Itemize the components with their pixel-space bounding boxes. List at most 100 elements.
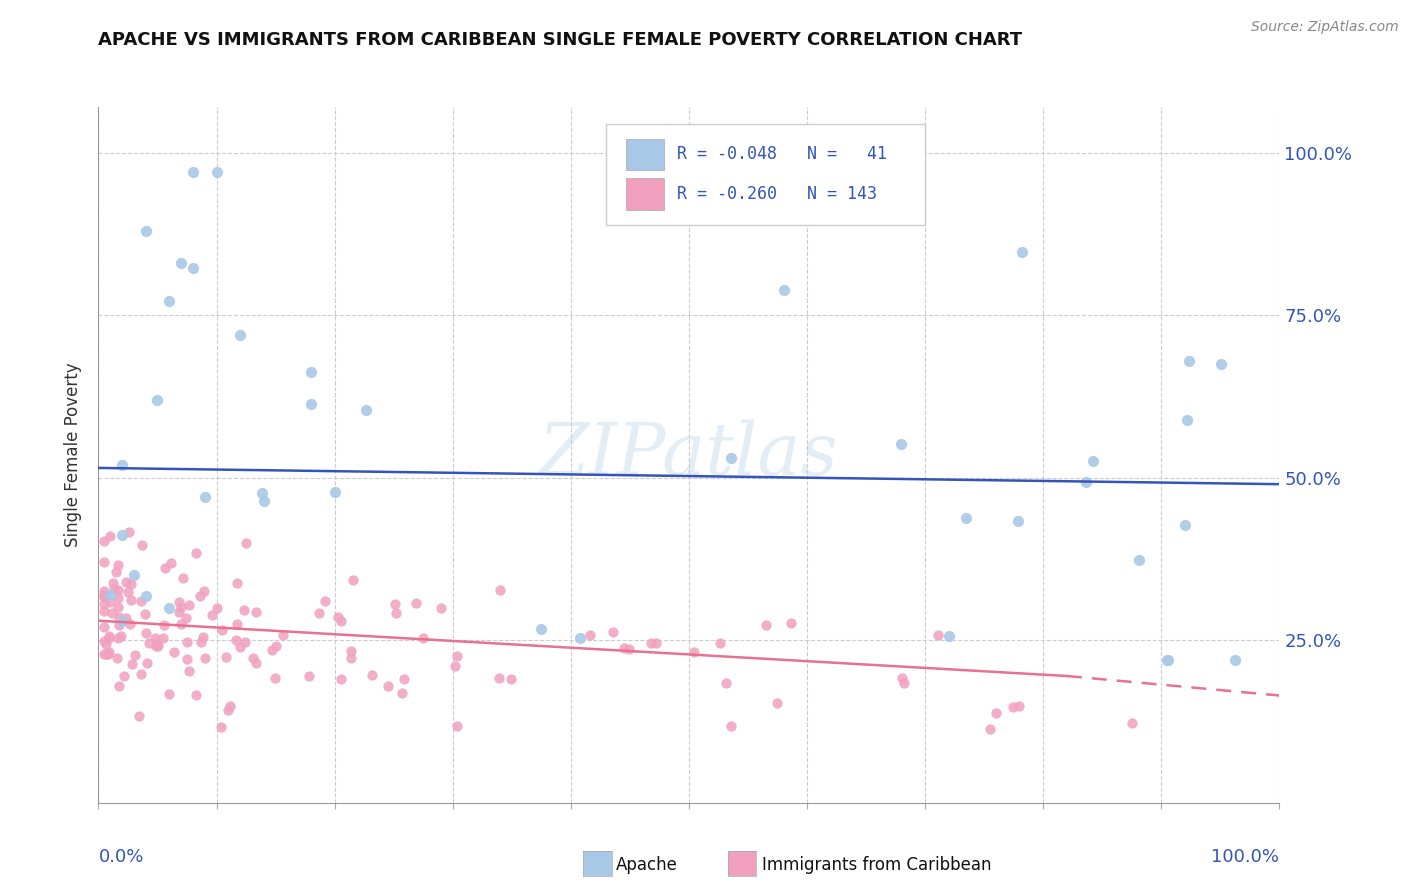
Point <box>128 708 150 723</box>
Point <box>111 528 134 542</box>
Point <box>121 577 143 591</box>
Point <box>682 645 704 659</box>
Point <box>181 165 204 179</box>
Point <box>107 558 129 572</box>
Point <box>412 631 434 645</box>
Point <box>153 618 176 632</box>
Point <box>264 671 287 685</box>
Point <box>235 536 257 550</box>
Point <box>1008 699 1031 714</box>
Point <box>176 611 198 625</box>
Point <box>97 647 120 661</box>
Point <box>443 659 465 673</box>
Point <box>121 657 143 672</box>
Point <box>170 256 193 270</box>
Point <box>101 606 124 620</box>
Text: ZIPatlas: ZIPatlas <box>538 419 839 491</box>
Point <box>118 616 141 631</box>
Point <box>146 392 169 407</box>
Point <box>325 485 347 500</box>
Point <box>361 667 384 681</box>
Point <box>117 585 139 599</box>
Point <box>122 568 145 582</box>
Point <box>394 672 416 686</box>
Point <box>186 546 208 560</box>
Text: R = -0.048   N =   41: R = -0.048 N = 41 <box>678 145 887 163</box>
Point <box>176 651 198 665</box>
Point <box>107 599 129 614</box>
Point <box>111 614 134 628</box>
Point <box>340 644 363 658</box>
Point <box>131 538 153 552</box>
Point <box>308 606 330 620</box>
FancyBboxPatch shape <box>626 178 664 210</box>
Point <box>181 261 204 276</box>
Point <box>955 511 977 525</box>
Point <box>172 571 194 585</box>
Point <box>260 643 283 657</box>
Point <box>177 599 200 613</box>
Point <box>645 636 668 650</box>
Point <box>579 628 602 642</box>
Point <box>716 675 738 690</box>
Point <box>1128 553 1150 567</box>
Point <box>233 634 256 648</box>
Point <box>211 624 233 638</box>
Point <box>93 591 115 605</box>
Point <box>194 650 217 665</box>
Point <box>167 595 190 609</box>
Point <box>314 593 336 607</box>
Point <box>93 534 115 549</box>
Point <box>169 599 191 614</box>
Point <box>153 561 176 575</box>
Point <box>194 490 217 504</box>
Text: Immigrants from Caribbean: Immigrants from Caribbean <box>762 856 991 874</box>
Point <box>98 529 121 543</box>
Point <box>720 719 742 733</box>
Point <box>250 486 273 500</box>
Point <box>217 703 239 717</box>
Point <box>264 639 287 653</box>
Point <box>118 524 141 539</box>
Point <box>163 645 186 659</box>
Point <box>245 605 267 619</box>
Point <box>1225 653 1247 667</box>
Point <box>384 606 406 620</box>
Point <box>93 584 115 599</box>
Point <box>602 625 624 640</box>
Point <box>134 607 156 622</box>
Point <box>205 165 228 179</box>
Point <box>225 632 247 647</box>
Point <box>329 672 352 686</box>
Point <box>1178 353 1201 368</box>
Point <box>430 601 453 615</box>
Point <box>114 575 136 590</box>
Point <box>111 458 134 472</box>
Point <box>176 635 198 649</box>
Point <box>136 656 159 670</box>
Point <box>299 397 322 411</box>
Text: 0.0%: 0.0% <box>98 848 143 866</box>
Point <box>709 636 731 650</box>
Point <box>129 666 152 681</box>
Point <box>446 718 468 732</box>
Point <box>190 634 212 648</box>
Point <box>720 451 742 466</box>
Point <box>1007 514 1029 528</box>
Point <box>167 606 190 620</box>
FancyBboxPatch shape <box>626 138 664 170</box>
Point <box>135 224 157 238</box>
Point <box>184 688 207 702</box>
Point <box>193 584 215 599</box>
Point <box>617 641 640 656</box>
Point <box>93 555 115 569</box>
Point <box>489 582 512 597</box>
Point <box>145 640 167 654</box>
Point <box>1076 475 1098 490</box>
Point <box>568 631 591 645</box>
Point <box>1156 653 1178 667</box>
Text: 100.0%: 100.0% <box>1212 848 1279 866</box>
Point <box>384 598 406 612</box>
Point <box>242 651 264 665</box>
Point <box>193 630 215 644</box>
